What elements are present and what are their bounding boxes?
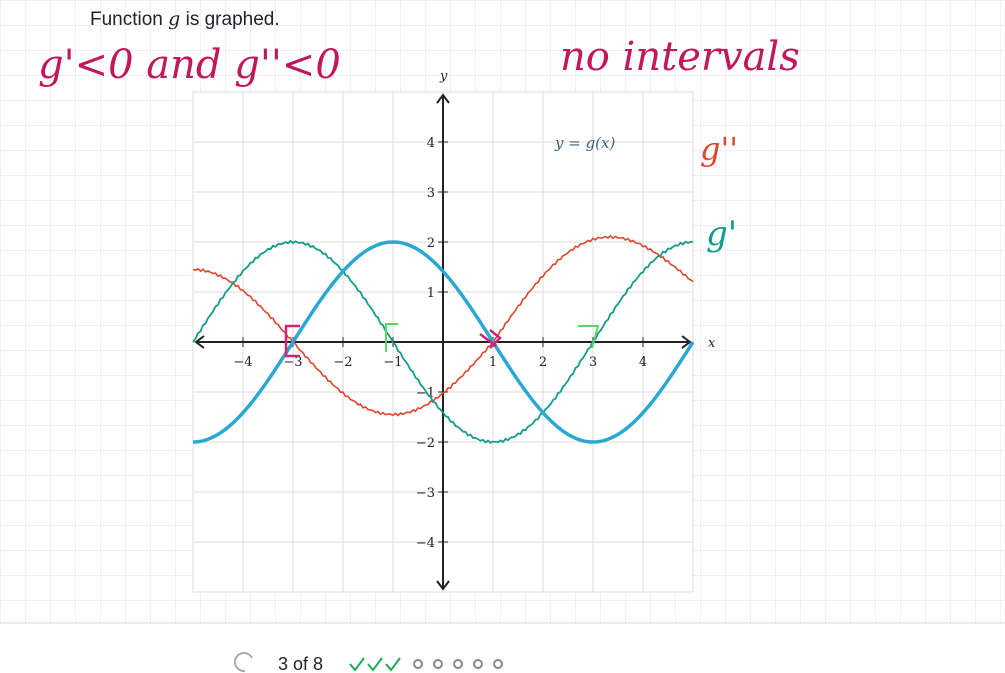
x-tick-label: −1: [383, 355, 402, 370]
y-tick-label: 4: [427, 136, 435, 151]
y-tick-label: −3: [416, 486, 435, 501]
handwritten-label: g'': [700, 130, 738, 168]
pending-dot: [473, 659, 483, 669]
x-tick-label: −4: [233, 355, 252, 370]
x-axis-label: x: [708, 336, 716, 351]
y-tick-label: −4: [416, 536, 435, 551]
function-curve: [192, 240, 695, 444]
y-axis-label: y: [439, 69, 448, 84]
pending-dot: [493, 659, 503, 669]
handwritten-note: g'<0 and g''<0: [38, 42, 341, 88]
graph: x y −4 −3 −2 −1 1 2 3 4 4 3 2 1 −1 −2 −3 −4 y = g(x): [192, 69, 716, 593]
prompt-text: is graphed.: [186, 9, 280, 30]
curve-label: y = g(x): [554, 134, 615, 152]
x-tick-label: −3: [283, 355, 302, 370]
handwritten-marks: [284, 324, 502, 358]
pending-dot: [453, 659, 463, 669]
x-ticks: −4 −3 −2 −1 1 2 3 4: [233, 337, 647, 370]
handwritten-note: no intervals: [560, 34, 800, 80]
prompt-variable: g: [168, 8, 180, 30]
y-tick-label: 1: [427, 286, 435, 301]
restart-icon[interactable]: [233, 652, 253, 673]
y-tick-label: −2: [416, 436, 435, 451]
first-derivative-curve: [192, 239, 694, 444]
x-tick-label: 3: [589, 355, 597, 370]
axis-arrows: [194, 93, 692, 591]
x-tick-label: 2: [539, 355, 547, 370]
handwritten-marks: [385, 323, 600, 352]
progress-count: 3 of 8: [278, 654, 323, 673]
pending-dot: [413, 659, 423, 669]
x-tick-label: 4: [639, 355, 647, 370]
x-tick-label: −2: [333, 355, 352, 370]
prompt-text: Function: [90, 9, 163, 30]
handwritten-label: g': [706, 214, 737, 254]
x-tick-label: 1: [489, 355, 497, 370]
y-tick-label: 2: [427, 236, 435, 251]
second-derivative-curve: [192, 234, 694, 417]
y-tick-label: 3: [427, 186, 435, 201]
progress-dots: [349, 657, 503, 672]
prompt: Function g is graphed.: [90, 8, 280, 30]
correct-checks: [349, 657, 401, 672]
pending-dot: [433, 659, 443, 669]
